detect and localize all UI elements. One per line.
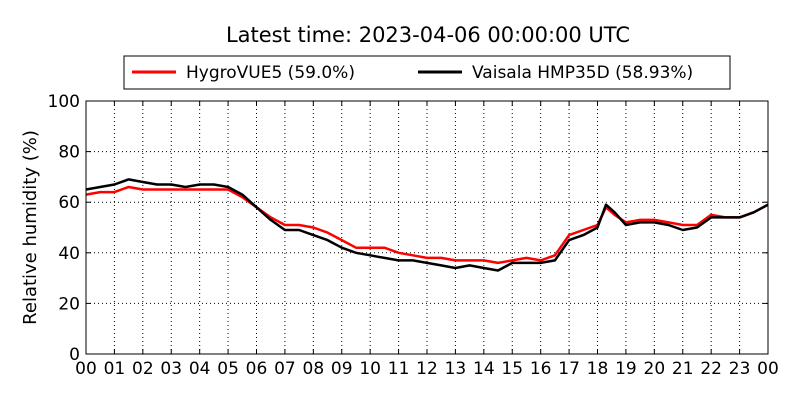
- x-tick-label: 11: [388, 359, 410, 379]
- y-tick-label: 40: [58, 244, 80, 264]
- x-tick-label: 17: [558, 359, 580, 379]
- x-tick-label: 13: [445, 359, 467, 379]
- x-tick-label: 06: [246, 359, 268, 379]
- x-tick-label: 18: [587, 359, 609, 379]
- x-tick-label: 23: [729, 359, 751, 379]
- grid-lines: [86, 101, 768, 354]
- legend-label-hygrovue5: HygroVUE5 (59.0%): [186, 63, 355, 83]
- x-tick-label: 20: [644, 359, 666, 379]
- legend-label-vaisala: Vaisala HMP35D (58.93%): [472, 63, 693, 83]
- x-axis-ticks: 00 01 02 03 04 05 06 07 08 09 10 11 12 13 14 15 16 17 18 19…: [75, 101, 779, 379]
- y-tick-label: 100: [48, 92, 80, 112]
- y-tick-label: 80: [58, 143, 80, 163]
- y-axis-ticks: 0 20 40 60 80 100: [48, 92, 768, 365]
- x-tick-label: 15: [501, 359, 523, 379]
- x-tick-label: 14: [473, 359, 495, 379]
- series-line-vaisala: [85, 178, 769, 272]
- series-line-hygrovue5: [85, 185, 769, 265]
- x-tick-label: 02: [132, 359, 154, 379]
- x-tick-label: 10: [359, 359, 381, 379]
- chart-title: Latest time: 2023-04-06 00:00:00 UTC: [226, 23, 630, 47]
- plot-frame: [85, 100, 769, 355]
- x-tick-label: 08: [303, 359, 325, 379]
- y-tick-label: 0: [69, 345, 80, 365]
- x-tick-label: 00: [75, 359, 97, 379]
- data-series: [85, 178, 769, 272]
- y-tick-label: 60: [58, 193, 80, 213]
- x-tick-label: 09: [331, 359, 353, 379]
- y-tick-label: 20: [58, 294, 80, 314]
- x-tick-label: 16: [530, 359, 552, 379]
- x-tick-label: 04: [189, 359, 211, 379]
- x-tick-label: 01: [104, 359, 126, 379]
- x-tick-label: 22: [700, 359, 722, 379]
- y-axis-label: Relative humidity (%): [20, 130, 41, 325]
- x-tick-label: 00: [757, 359, 779, 379]
- x-tick-label: 12: [416, 359, 438, 379]
- x-tick-label: 05: [217, 359, 239, 379]
- x-tick-label: 19: [615, 359, 637, 379]
- x-tick-label: 21: [672, 359, 694, 379]
- legend: HygroVUE5 (59.0%) Vaisala HMP35D (58.93%…: [123, 55, 731, 90]
- x-tick-label: 03: [160, 359, 182, 379]
- x-tick-label: 07: [274, 359, 296, 379]
